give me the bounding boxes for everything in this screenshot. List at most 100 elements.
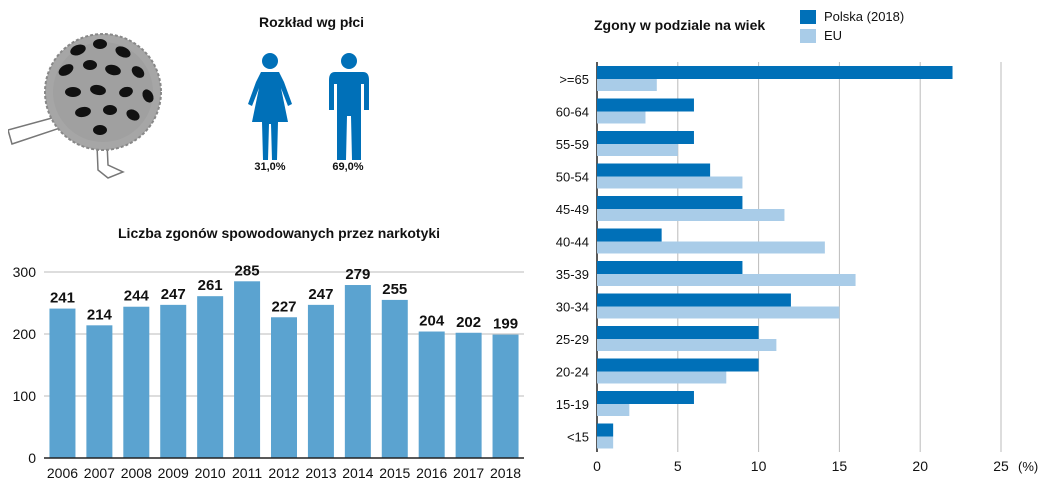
x-tick-label: 2009	[158, 465, 189, 481]
y-tick-label: 100	[13, 388, 37, 404]
y-tick-label: 35-39	[556, 267, 589, 282]
bar	[455, 332, 482, 458]
gender-title: Rozkład wg płci	[259, 14, 365, 30]
bar-eu	[597, 111, 646, 124]
bar-polska	[597, 228, 662, 242]
bar-eu	[597, 339, 777, 351]
y-tick-label: 50-54	[556, 170, 589, 185]
bar-value-label: 261	[198, 277, 223, 294]
x-tick-label: 2006	[47, 465, 78, 481]
bar-value-label: 244	[124, 288, 150, 305]
bar-value-label: 214	[87, 306, 113, 323]
bar	[307, 304, 334, 458]
bar-value-label: 241	[50, 290, 75, 307]
bar-polska	[597, 98, 694, 112]
y-tick-label: >=65	[559, 72, 589, 87]
y-tick-label: 60-64	[556, 105, 589, 120]
y-tick-label: 0	[28, 450, 36, 466]
age-chart-title: Zgony w podziale na wiek	[594, 17, 766, 33]
x-tick-label: 0	[593, 458, 601, 474]
bar-eu	[597, 306, 840, 319]
bar	[49, 308, 76, 458]
bar	[271, 317, 297, 458]
bar-eu	[597, 144, 678, 156]
bar-value-label: 255	[382, 281, 407, 298]
legend-item-polska: Polska (2018)	[800, 9, 904, 24]
bar-value-label: 199	[493, 316, 518, 333]
x-tick-label: 2012	[268, 465, 299, 481]
x-tick-label: 2008	[121, 465, 152, 481]
bar-polska	[597, 358, 759, 372]
y-tick-label: 45-49	[556, 202, 589, 217]
bar-eu	[597, 274, 856, 286]
x-tick-label: 2011	[232, 465, 262, 481]
bar-eu	[597, 404, 630, 416]
y-tick-label: <15	[567, 430, 589, 445]
male-figure-icon	[325, 52, 373, 160]
bar-polska	[597, 66, 953, 79]
x-tick-label: 2013	[305, 465, 336, 481]
y-tick-label: 20-24	[556, 365, 589, 380]
y-tick-label: 40-44	[556, 235, 589, 250]
legend-item-eu: EU	[800, 28, 842, 43]
y-tick-label: 200	[13, 326, 37, 342]
x-tick-label: 2010	[195, 465, 226, 481]
y-tick-label: 25-29	[556, 332, 589, 347]
bar-polska	[597, 131, 694, 144]
bar	[86, 325, 113, 458]
bar-eu	[597, 241, 825, 254]
x-tick-label: 2018	[490, 465, 521, 481]
legend-label-eu: EU	[824, 28, 843, 43]
bar-polska	[597, 196, 743, 209]
legend-label-polska: Polska (2018)	[824, 9, 905, 24]
bar-value-label: 202	[456, 314, 481, 331]
bar-polska	[597, 423, 614, 437]
x-tick-label: 2016	[416, 465, 447, 481]
bar-value-label: 247	[308, 286, 333, 303]
y-tick-label: 300	[13, 264, 37, 280]
x-tick-label: 20	[912, 458, 928, 474]
bar-eu	[597, 79, 657, 91]
deaths-chart-title: Liczba zgonów spowodowanych przez narkot…	[118, 225, 441, 241]
x-tick-label: 2017	[453, 465, 484, 481]
x-tick-label: 15	[832, 458, 848, 474]
x-tick-label: 2014	[342, 465, 373, 481]
x-tick-label: 10	[751, 458, 767, 474]
bar	[492, 334, 519, 458]
bar-polska	[597, 391, 694, 404]
bar-eu	[597, 209, 785, 221]
y-tick-label: 55-59	[556, 137, 589, 152]
female-percent-label: 31,0%	[254, 161, 286, 173]
x-tick-label: 25	[993, 458, 1009, 474]
bar-polska	[597, 261, 743, 274]
bar-eu	[597, 176, 743, 189]
legend-swatch-eu	[800, 28, 816, 43]
female-figure-icon	[246, 52, 294, 160]
y-tick-label: 15-19	[556, 397, 589, 412]
bar-polska	[597, 326, 759, 339]
bar-eu	[597, 371, 727, 384]
bar	[123, 306, 150, 458]
x-unit-label: (%)	[1018, 459, 1038, 474]
bar-value-label: 227	[271, 298, 296, 315]
x-tick-label: 5	[674, 458, 682, 474]
bar	[418, 331, 445, 458]
bar-polska	[597, 163, 711, 177]
x-tick-label: 2015	[379, 465, 410, 481]
bar	[234, 281, 261, 458]
funeral-wreath-icon	[8, 20, 173, 180]
x-tick-label: 2007	[84, 465, 115, 481]
bar-value-label: 285	[235, 262, 260, 279]
male-percent-label: 69,0%	[332, 161, 364, 173]
bar-eu	[597, 436, 614, 449]
bar	[344, 285, 371, 458]
bar-value-label: 204	[419, 313, 445, 330]
bar-polska	[597, 293, 791, 307]
legend-swatch-polska	[800, 9, 816, 24]
bar-value-label: 247	[161, 286, 186, 303]
bar	[381, 299, 408, 458]
bar	[160, 304, 187, 458]
bar	[197, 296, 224, 458]
bar-value-label: 279	[345, 266, 370, 283]
